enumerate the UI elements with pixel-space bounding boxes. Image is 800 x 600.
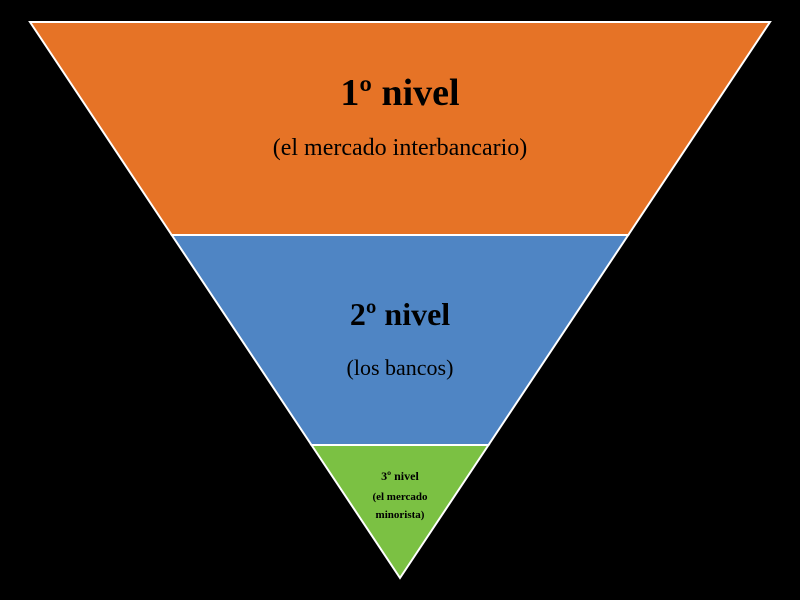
pyramid-svg: 1º nivel (el mercado interbancario) 2º n… [0,0,800,600]
level-2-subtitle: (los bancos) [347,355,454,380]
level-3-title: 3º nivel [381,469,419,483]
level-1-title: 1º nivel [340,72,459,114]
level-2-title: 2º nivel [350,296,450,332]
pyramid-diagram: 1º nivel (el mercado interbancario) 2º n… [0,0,800,600]
level-3-subtitle-1: (el mercado [372,491,428,503]
level-1-subtitle: (el mercado interbancario) [273,135,528,161]
level-3-subtitle-2: minorista) [376,509,425,521]
